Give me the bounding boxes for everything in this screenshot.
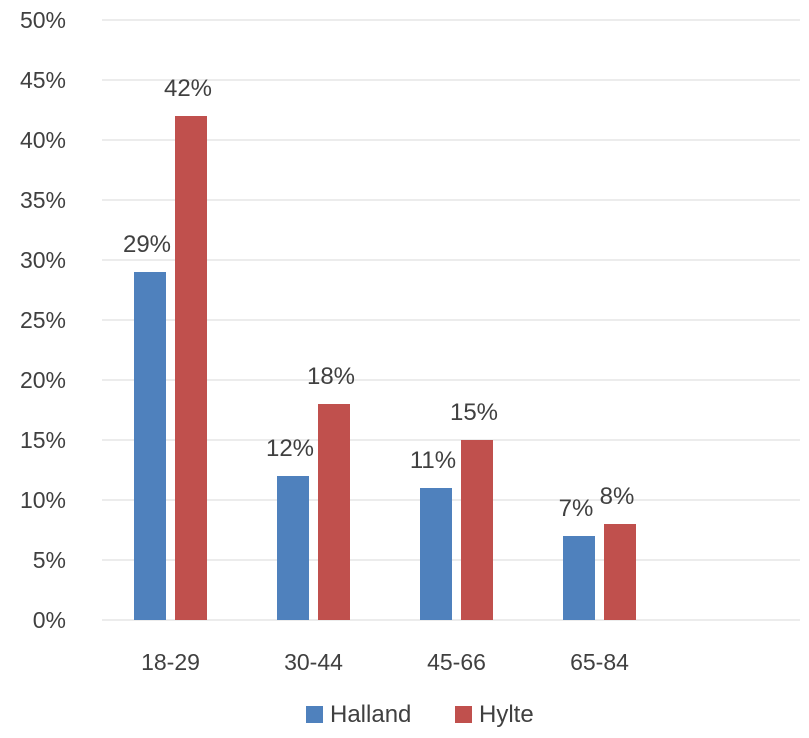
data-label-halland-45-66: 11%	[410, 447, 456, 474]
bar-halland-18-29	[134, 272, 166, 620]
data-labels: 29% 42% 12% 18% 11% 15% 7% 8%	[123, 75, 634, 522]
y-tick-label: 20%	[20, 367, 66, 393]
y-tick-label: 30%	[20, 247, 66, 273]
gridlines	[102, 19, 800, 621]
bar-hylte-65-84	[604, 524, 636, 620]
y-tick-label: 45%	[20, 67, 66, 93]
legend-label-halland: Halland	[330, 701, 411, 728]
x-tick-label: 30-44	[284, 649, 343, 675]
bars	[134, 116, 636, 620]
data-label-halland-18-29: 29%	[123, 231, 171, 258]
x-tick-label: 18-29	[141, 649, 200, 675]
x-tick-label: 45-66	[427, 649, 486, 675]
y-tick-label: 35%	[20, 187, 66, 213]
data-label-hylte-30-44: 18%	[307, 363, 355, 390]
data-label-hylte-18-29: 42%	[164, 75, 212, 102]
data-label-hylte-65-84: 8%	[600, 483, 635, 510]
y-tick-label: 50%	[20, 7, 66, 33]
y-tick-label: 0%	[33, 607, 66, 633]
y-tick-label: 10%	[20, 487, 66, 513]
x-axis-ticks: 18-29 30-44 45-66 65-84	[141, 649, 629, 675]
y-tick-label: 15%	[20, 427, 66, 453]
y-axis-ticks: 0% 5% 10% 15% 20% 25% 30% 35% 40% 45% 50%	[20, 7, 66, 633]
bar-halland-30-44	[277, 476, 309, 620]
legend-swatch-hylte	[455, 706, 472, 723]
legend-label-hylte: Hylte	[479, 701, 534, 728]
data-label-halland-65-84: 7%	[559, 495, 594, 522]
bar-hylte-45-66	[461, 440, 493, 620]
y-tick-label: 5%	[33, 547, 66, 573]
y-tick-label: 40%	[20, 127, 66, 153]
data-label-halland-30-44: 12%	[266, 435, 314, 462]
x-tick-label: 65-84	[570, 649, 629, 675]
y-tick-label: 25%	[20, 307, 66, 333]
legend-swatch-halland	[306, 706, 323, 723]
bar-hylte-18-29	[175, 116, 207, 620]
data-label-hylte-45-66: 15%	[450, 399, 498, 426]
bar-halland-45-66	[420, 488, 452, 620]
legend: Halland Hylte	[306, 701, 534, 728]
bar-hylte-30-44	[318, 404, 350, 620]
bar-halland-65-84	[563, 536, 595, 620]
